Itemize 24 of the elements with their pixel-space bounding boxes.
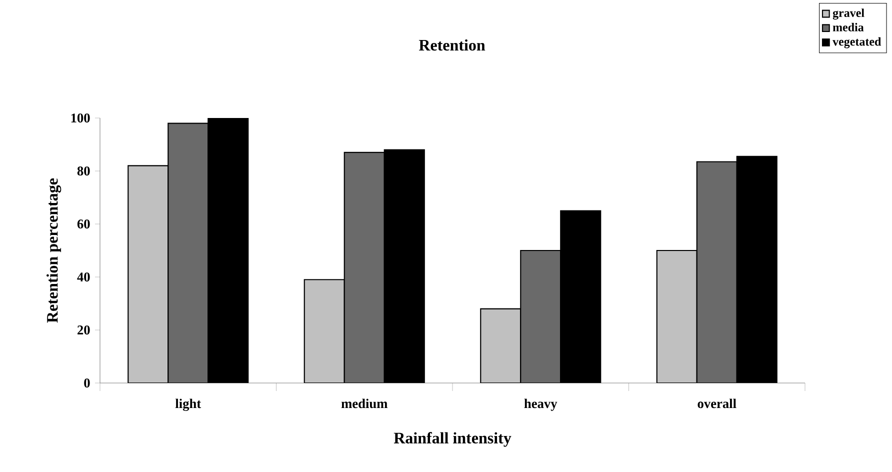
bar	[168, 122, 209, 383]
y-tick-label: 20	[78, 326, 90, 334]
x-tick-label: medium	[341, 398, 388, 408]
chart-title: Retention	[418, 39, 486, 51]
y-tick-label: 40	[77, 272, 90, 282]
y-tick-label: 0	[84, 378, 90, 388]
legend-label: media	[832, 22, 864, 32]
y-tick-label: 100	[71, 114, 90, 122]
x-tick-label: overall	[698, 398, 736, 408]
bar	[696, 161, 738, 383]
x-tick-label: light	[175, 398, 202, 411]
y-axis-title: Retention percentage	[46, 178, 62, 323]
legend-label: vegetated	[832, 37, 882, 48]
bar	[656, 250, 698, 383]
bar	[480, 308, 522, 383]
y-tick-label: 80	[77, 166, 90, 176]
bar	[520, 250, 562, 383]
x-tick-label: heavy	[524, 398, 558, 411]
bar	[344, 152, 385, 383]
y-tick-label: 60	[77, 220, 90, 228]
bar	[128, 165, 169, 383]
bar	[304, 279, 345, 383]
x-axis-title: Rainfall intensity	[394, 432, 512, 447]
legend-label: gravel	[832, 8, 864, 20]
